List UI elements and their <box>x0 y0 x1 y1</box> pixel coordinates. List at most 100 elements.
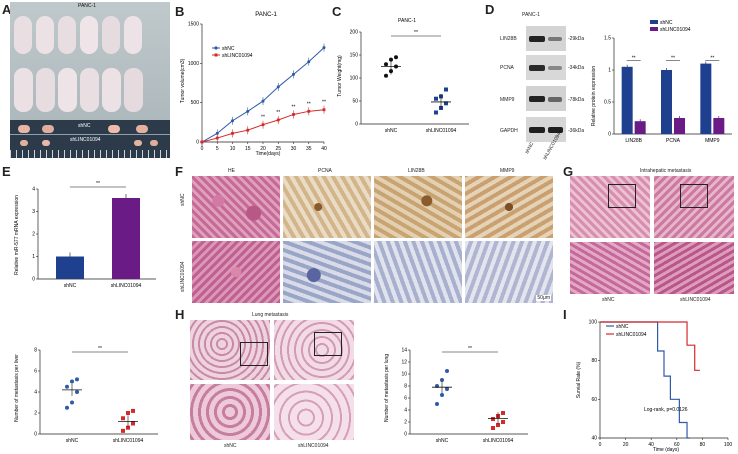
panel-i-chart: 40 60 80 100 0 20 40 60 80 100 Survial Rate (%) T… <box>576 320 733 454</box>
panel-e-bar <box>56 256 84 279</box>
panel-h-ytick-label: 4 <box>404 408 407 414</box>
panel-i-series-line <box>600 321 700 371</box>
panel-b-xtick-label: 5 <box>216 146 219 152</box>
panel-d-xtick-label: PCNA <box>666 138 681 144</box>
panel-c-xtick-label: shLINC01094 <box>426 128 457 134</box>
panel-letter-c: C <box>332 4 342 19</box>
panel-f-row-shnc: shNC <box>180 193 186 206</box>
panel-c-point <box>444 87 448 92</box>
panel-d-bar <box>661 70 672 134</box>
panel-b-point <box>292 72 295 76</box>
panel-e-chart: 0 1 2 3 4 shNC shLINC01094 ** Relative miR-577 … <box>14 181 156 289</box>
panel-f-col-pcna: PCNA <box>318 168 332 174</box>
panel-h-images: Lung metastasis shNC shLINC01094 <box>188 310 358 454</box>
panel-eb-point <box>126 411 130 415</box>
panel-h-label-shlinc: shLINC01094 <box>298 443 329 449</box>
panel-c-ytick-label: 200 <box>350 30 359 36</box>
panel-c-point <box>434 96 438 101</box>
panel-d-bar <box>700 63 712 134</box>
panel-eb-sig-label: ** <box>98 346 102 352</box>
panel-b-title: PANC-1 <box>255 12 277 18</box>
panel-h-point <box>445 387 449 391</box>
panel-i-legend-shlinc: shLINC01094 <box>616 332 647 338</box>
panel-eb-point <box>121 428 125 433</box>
panel-e-ytick-label: 2 <box>32 232 35 238</box>
panel-letter-h: H <box>175 307 185 322</box>
panel-b-point <box>215 131 219 135</box>
panel-f-col-mmp9: MMP9 <box>500 168 515 174</box>
panel-letter-d: D <box>485 2 495 17</box>
panel-letter-e: E <box>2 164 11 179</box>
panel-b-point <box>246 128 250 132</box>
panel-h-point <box>491 417 495 421</box>
panel-b-xtick-label: 30 <box>291 146 297 152</box>
panel-b-xtick-label: 0 <box>201 146 204 152</box>
panel-c-xtick-label: shNC <box>385 128 398 134</box>
panel-h-xtick-label: shLINC01094 <box>483 438 514 444</box>
panel-e-xtick-label: shLINC01094 <box>111 283 142 289</box>
panel-g-label-shnc: shNC <box>602 297 615 303</box>
panel-e-ytick-label: 1 <box>32 254 35 260</box>
panel-d-row-mmp9: MMP9 <box>500 97 515 103</box>
panel-f-grid: HE PCNA LIN28B MMP9 shNC shLINC01094 50μ… <box>178 164 558 304</box>
panel-b-point <box>200 140 204 144</box>
panel-b-point <box>322 108 326 112</box>
panel-h-ytick-label: 6 <box>404 396 407 402</box>
panel-h-point <box>440 378 444 382</box>
panel-b-sig-label: ** <box>261 115 265 121</box>
panel-c-ytick-label: 150 <box>350 53 359 59</box>
panel-c-ytick-label: 0 <box>355 122 358 128</box>
panel-eb-chart: 0 2 4 6 8 shNC shLINC01094 ** Number of metasta… <box>14 346 158 444</box>
panel-i-legend-shnc: shNC <box>616 324 629 330</box>
panel-d-legend-shnc: shNC <box>660 20 673 26</box>
panel-eb-point <box>70 379 74 384</box>
panel-h-ytick-label: 8 <box>404 384 407 390</box>
panel-letter-i: I <box>563 307 567 322</box>
panel-eb-ytick-label: 0 <box>34 432 37 438</box>
panel-b-sig-label: ** <box>276 110 280 116</box>
panel-c-ylabel: Tumor Weight(mg) <box>337 55 343 97</box>
panel-b-point <box>246 109 250 113</box>
panel-d-ytick-label: 1.5 <box>604 36 611 42</box>
panel-letter-f: F <box>175 164 183 179</box>
panel-d-bar <box>674 118 685 134</box>
panel-b-sig-label: ** <box>322 100 326 106</box>
panel-d-chart: 0 0.5 1 1.5 LIN28B ** PCNA ** MMP9 ** Relative pr… <box>591 20 732 144</box>
panel-h-chart: 0 2 4 6 8 10 12 14 shNC shLINC01094 ** Number of m… <box>384 346 528 444</box>
panel-eb-xtick-label: shNC <box>66 438 79 444</box>
panel-i-xtick-label: 100 <box>724 442 733 448</box>
panel-d-xtick-label: LIN28B <box>625 138 642 144</box>
panel-d-legend-shlinc: shLINC01094 <box>660 27 691 33</box>
panel-b-xtick-label: 20 <box>260 146 266 152</box>
panel-b-point <box>292 113 295 116</box>
panel-eb-point <box>65 384 69 389</box>
panel-d-blot: PANC-1 LIN28B PCNA MMP9 GAPDH -29kDa -34… <box>500 4 590 161</box>
panel-b-chart: PANC-1 0 500 1000 1500 0 5 10 15 20 25 30 35 40 ** ** *… <box>180 12 327 157</box>
panel-eb-ytick-label: 4 <box>34 390 37 396</box>
panel-d-kda-mmp9: -78kDa <box>568 97 585 103</box>
panel-c-point <box>444 101 448 106</box>
panel-b-ytick-label: 0 <box>196 140 199 146</box>
panel-h-point <box>496 423 500 427</box>
panel-b-xtick-label: 25 <box>275 146 281 152</box>
panel-c-sig-label: ** <box>414 30 418 36</box>
panel-eb-ylabel: Number of metastasis per liver <box>14 354 20 422</box>
panel-g-images: Intrahepatic metastasis shNC shLINC01094 <box>568 164 738 304</box>
panel-i-ytick-label: 80 <box>591 358 597 364</box>
panel-c-point <box>384 73 388 78</box>
panel-g-title: Intrahepatic metastasis <box>640 168 692 174</box>
panel-i-ytick-label: 100 <box>589 320 598 326</box>
panel-a-label-shnc: shNC <box>78 123 91 129</box>
panel-h-ytick-label: 14 <box>401 348 407 354</box>
panel-b-point <box>261 123 265 127</box>
panel-i-stat: Log-rank, p=0.0126 <box>644 407 688 413</box>
panel-i-xtick-label: 40 <box>648 442 654 448</box>
panel-b-xlabel: Time(days) <box>256 151 281 157</box>
panel-c-ytick-label: 50 <box>352 99 358 105</box>
panel-c-chart: PANC-1 0 50 100 150 200 ** shNC shLINC01094 Tum… <box>337 18 469 134</box>
panel-eb-point <box>121 416 125 421</box>
panel-d-bar <box>621 66 633 134</box>
panel-b-ylabel: Tumor volume(cm3) <box>180 58 186 103</box>
panel-h-sig-label: ** <box>468 346 472 352</box>
panel-b-xtick-label: 40 <box>321 146 327 152</box>
